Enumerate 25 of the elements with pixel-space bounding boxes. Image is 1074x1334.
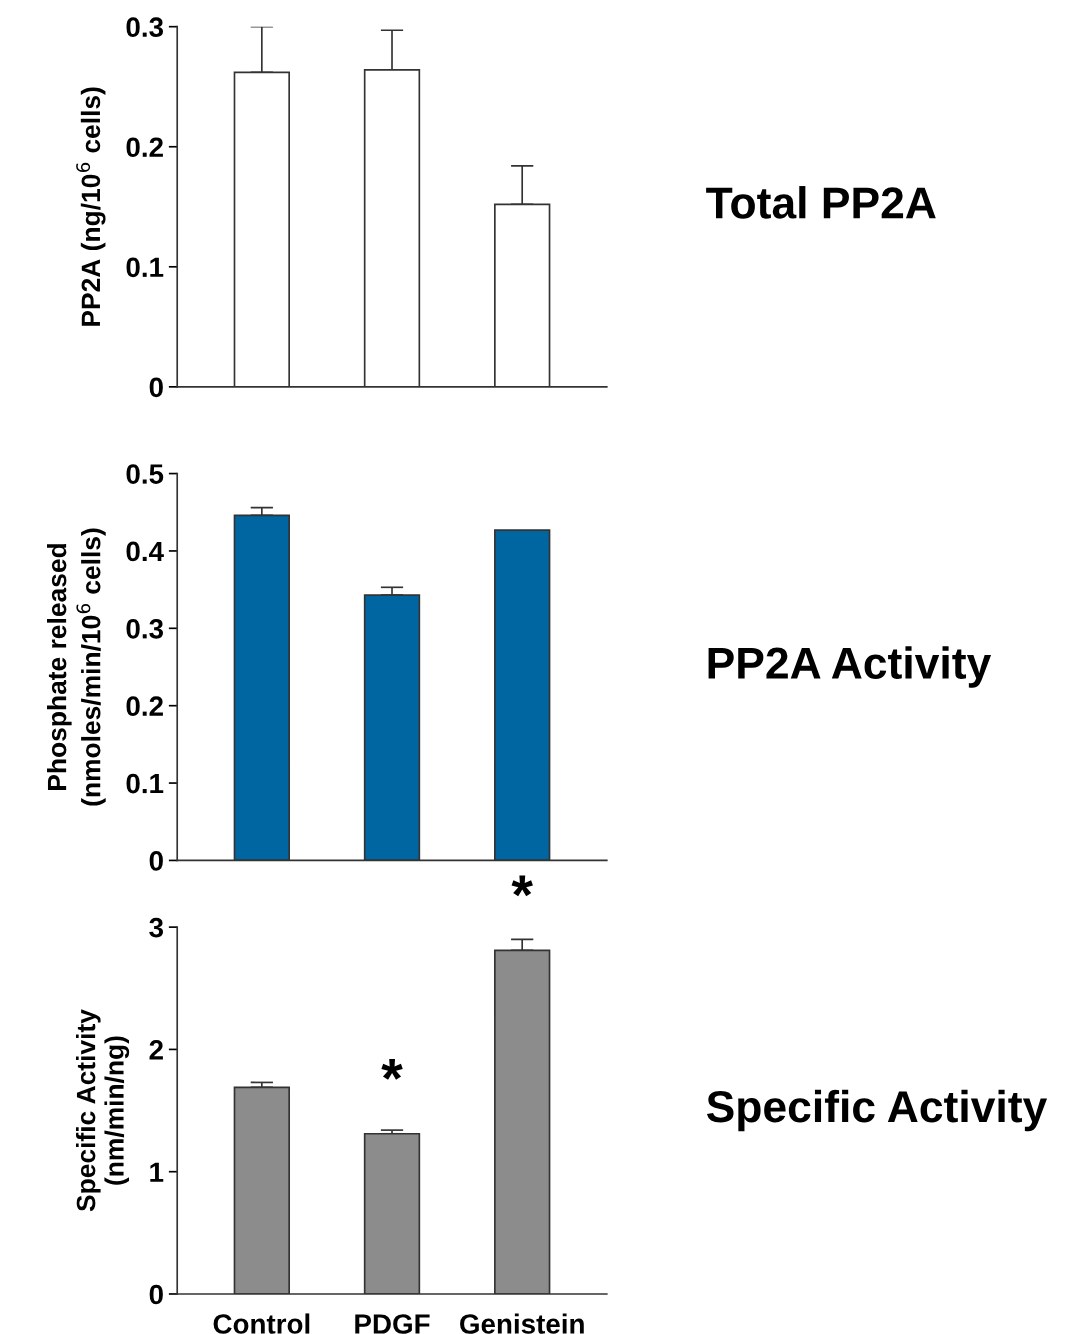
y-tick-label: 0.3 [126, 17, 164, 38]
y-tick-label: 0.4 [126, 541, 164, 562]
y-tick-label: 0 [149, 377, 163, 398]
y-tick-label: 0.2 [126, 696, 163, 717]
x-tick-label: Control [213, 1313, 310, 1334]
text: Specific Activity [706, 1089, 1048, 1132]
y-tick-label: 1 [150, 1162, 164, 1182]
y-tick-label: 3 [149, 917, 164, 938]
y-axis-title: PP2A (ng/10$^{6}$ cells) [76, 87, 106, 326]
y-tick-label: 0 [149, 1284, 163, 1305]
y-tick-label: 0.3 [126, 618, 164, 639]
text: Total PP2A [706, 186, 936, 219]
annotation: * [511, 875, 533, 897]
text: PP2A Activity [708, 646, 992, 688]
x-tick-label: Genistein [460, 1313, 584, 1334]
annotation: * [381, 1059, 403, 1080]
y-tick-label: 0.1 [126, 773, 164, 794]
y-axis-title: Specific Activity (nm/min/ng) [75, 1009, 130, 1212]
y-tick-label: 0.2 [126, 137, 163, 158]
y-tick-label: 2 [149, 1040, 163, 1060]
y-tick-label: 0 [149, 851, 163, 871]
y-axis-title: Phosphate released (nmoles/min/10$^{6}$ cells) [47, 528, 106, 806]
y-tick-label: 0.1 [126, 257, 164, 278]
x-tick-label: PDGF [355, 1314, 430, 1334]
y-tick-label: 0.5 [126, 464, 164, 484]
